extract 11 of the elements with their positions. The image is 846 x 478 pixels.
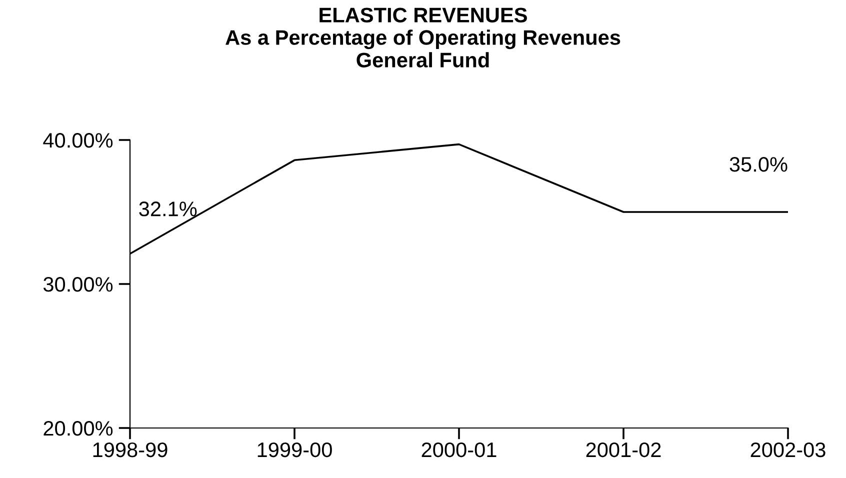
y-tick-label: 40.00% [43,133,113,148]
y-tick-label: 30.00% [43,277,113,292]
x-tick-label: 2001-02 [586,442,661,458]
x-tick-label: 1999-00 [258,442,332,458]
y-tick-label: 20.00% [44,421,113,436]
x-tick-label: 1998-99 [93,442,168,458]
x-tick-label: 2002-03 [750,442,826,458]
x-tick-label: 2000-01 [422,442,496,458]
data-label: 32.1% [139,202,197,216]
data-label: 35.0% [730,157,788,172]
chart-title: ELASTIC REVENUES As a Percentage of Operating Revenues General Fund [226,8,620,68]
